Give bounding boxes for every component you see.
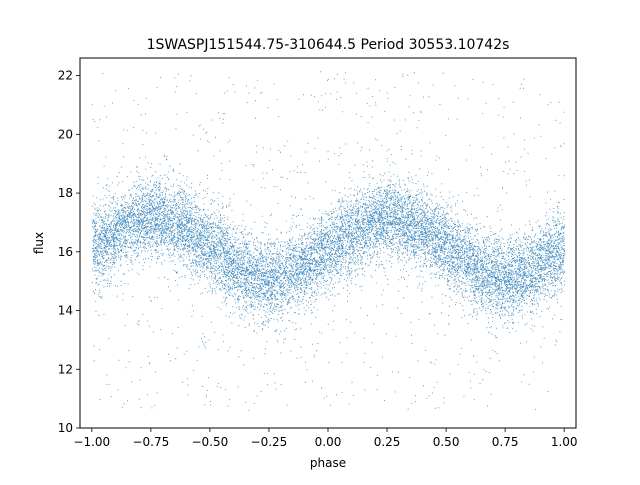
y-tick-label: 16	[58, 245, 73, 259]
x-tick-label: −1.00	[73, 435, 110, 449]
y-axis: 10 12 14 16 18 20 22	[58, 69, 80, 435]
y-tick-label: 20	[58, 127, 73, 141]
x-tick-label: 0.00	[315, 435, 342, 449]
x-axis: −1.00 −0.75 −0.50 −0.25 0.00 0.25 0.50 0.75 1.00	[73, 428, 578, 449]
x-tick-label: 0.75	[492, 435, 519, 449]
y-axis-label: flux	[32, 232, 46, 254]
x-tick-label: −0.50	[192, 435, 229, 449]
x-axis-label: phase	[310, 456, 346, 470]
x-tick-label: −0.75	[132, 435, 169, 449]
x-tick-label: −0.25	[251, 435, 288, 449]
y-tick-label: 14	[58, 304, 73, 318]
x-tick-label: 1.00	[551, 435, 578, 449]
x-tick-label: 0.50	[433, 435, 460, 449]
y-tick-label: 22	[58, 69, 73, 83]
y-tick-label: 10	[58, 421, 73, 435]
chart-title: 1SWASPJ151544.75-310644.5 Period 30553.1…	[147, 37, 510, 53]
y-tick-label: 18	[58, 186, 73, 200]
y-tick-label: 12	[58, 362, 73, 376]
x-tick-label: 0.25	[374, 435, 401, 449]
